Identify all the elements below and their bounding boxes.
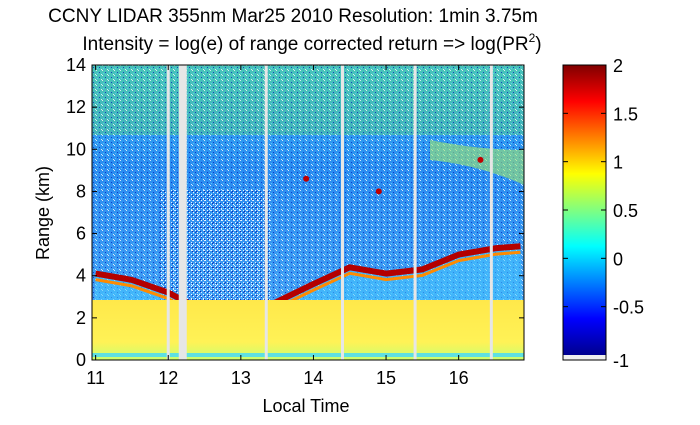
colorbar-nodata-swatch (563, 355, 606, 360)
plot-frame (91, 64, 525, 361)
data-gap-column (489, 65, 493, 360)
x-tick-label: 14 (303, 368, 323, 388)
x-axis: 11 12 13 14 15 16 (86, 65, 469, 388)
y-tick-label: 14 (66, 55, 86, 75)
x-tick-label: 12 (158, 368, 178, 388)
y-tick-label: 12 (66, 97, 86, 117)
data-gap-column (166, 65, 170, 360)
data-gap-column (178, 65, 187, 360)
lidar-intensity-image (92, 65, 524, 360)
data-gap-column (413, 65, 417, 360)
colorbar-tick-label: 1.5 (613, 104, 638, 124)
chart-title-line1: CCNY LIDAR 355nm Mar25 2010 Resolution: … (48, 6, 538, 27)
colorbar-frame (562, 64, 607, 361)
colorbar-tick-label: 1 (613, 153, 623, 173)
x-tick-label: 11 (86, 368, 105, 388)
cloud-feature (303, 175, 310, 182)
y-axis-label: Range (km) (33, 166, 53, 260)
cloud-feature (477, 156, 484, 163)
x-tick-label: 16 (449, 368, 469, 388)
colorbar-tick-label: 2 (613, 56, 623, 76)
data-gap-column (264, 65, 268, 360)
colorbar-tick-label: 0 (613, 249, 623, 269)
y-axis: 0 2 4 6 8 10 12 14 (66, 55, 524, 370)
y-tick-label: 0 (76, 350, 86, 370)
y-tick-label: 8 (76, 181, 86, 201)
y-tick-label: 6 (76, 224, 86, 244)
colorbar-tick-label: -0.5 (613, 298, 644, 318)
y-tick-label: 10 (66, 139, 86, 159)
x-axis-label: Local Time (262, 396, 349, 416)
x-tick-label: 13 (231, 368, 251, 388)
colorbar-tick-label: 0.5 (613, 201, 638, 221)
colorbar-gradient (563, 65, 606, 355)
y-tick-label: 2 (76, 308, 86, 328)
colorbar-tick-label: -1 (613, 351, 629, 371)
colorbar: 2 1.5 1 0.5 0 -0.5 -1 (562, 56, 644, 371)
chart-title-line2: Intensity = log(e) of range corrected re… (82, 31, 541, 55)
y-tick-label: 4 (76, 266, 86, 286)
data-gap-column (340, 65, 344, 360)
cloud-feature (375, 188, 382, 195)
x-tick-label: 15 (376, 368, 396, 388)
